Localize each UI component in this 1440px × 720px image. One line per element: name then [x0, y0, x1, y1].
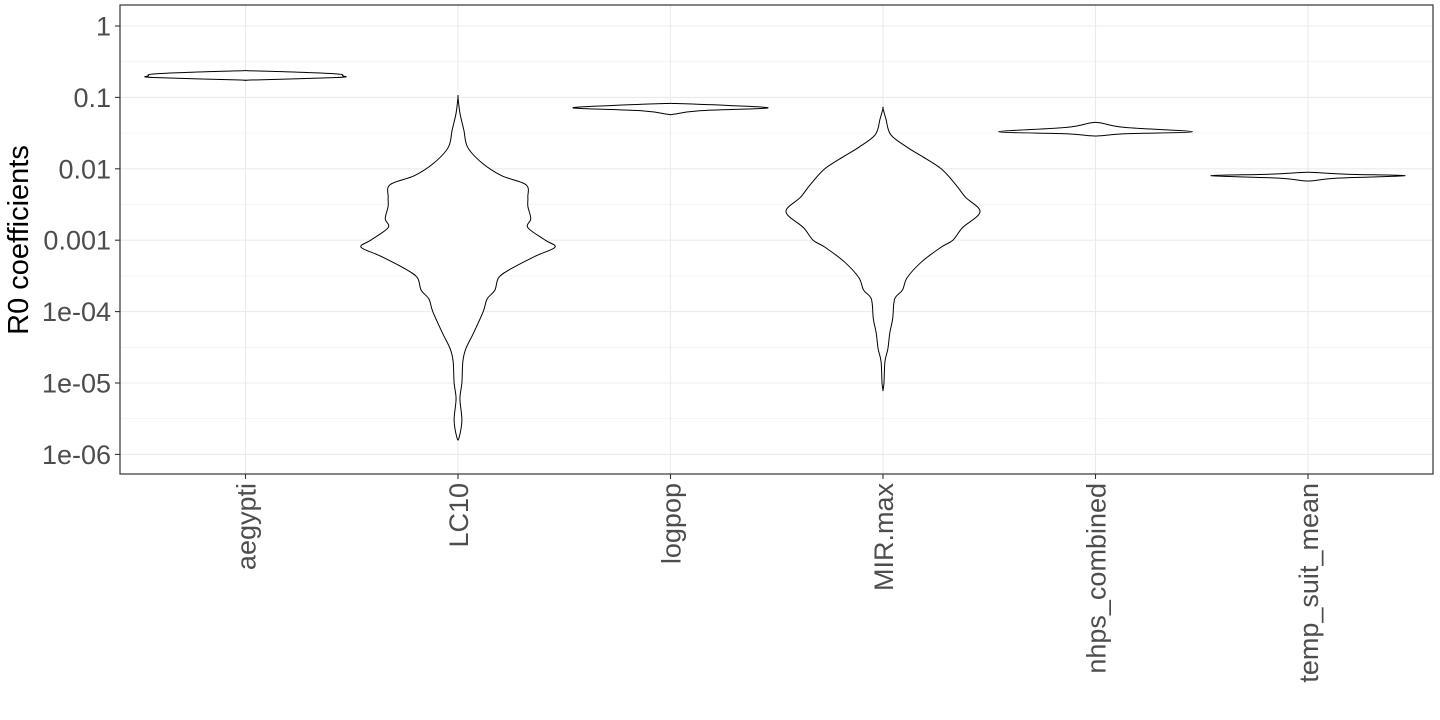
y-axis: 1 0.1 0.01 0.001 1e-04 1e-05 1e-06 [42, 12, 120, 470]
y-tick-label: 1 [96, 12, 111, 42]
violin-MIR.max [785, 106, 981, 392]
violin-nhps_combined [997, 121, 1194, 137]
violin-aegypti [144, 70, 347, 81]
x-tick-label: nhps_combined [1082, 483, 1112, 674]
x-tick-label: logpop [657, 483, 687, 564]
violin-series [144, 70, 1406, 441]
y-tick-label: 1e-04 [42, 297, 111, 327]
violin-temp_suit_mean [1210, 171, 1406, 182]
x-tick-label: MIR.max [869, 483, 899, 592]
y-tick-label: 0.1 [73, 83, 111, 113]
violin-logpop [572, 102, 769, 116]
x-axis: aegypti LC10 logpop MIR.max nhps_combined tem… [232, 474, 1324, 683]
y-tick-label: 0.01 [58, 154, 111, 184]
y-tick-label: 1e-05 [42, 369, 111, 399]
y-axis-title: R0 coefficients [3, 145, 35, 335]
y-tick-label: 1e-06 [42, 440, 111, 470]
x-tick-label: temp_suit_mean [1294, 483, 1324, 683]
y-tick-label: 0.001 [43, 226, 111, 256]
plot-panel-border [119, 4, 1434, 475]
x-tick-label: aegypti [232, 483, 262, 570]
x-tick-label: LC10 [444, 483, 474, 548]
violin-LC10 [360, 94, 556, 441]
grid-lines [120, 5, 1433, 474]
